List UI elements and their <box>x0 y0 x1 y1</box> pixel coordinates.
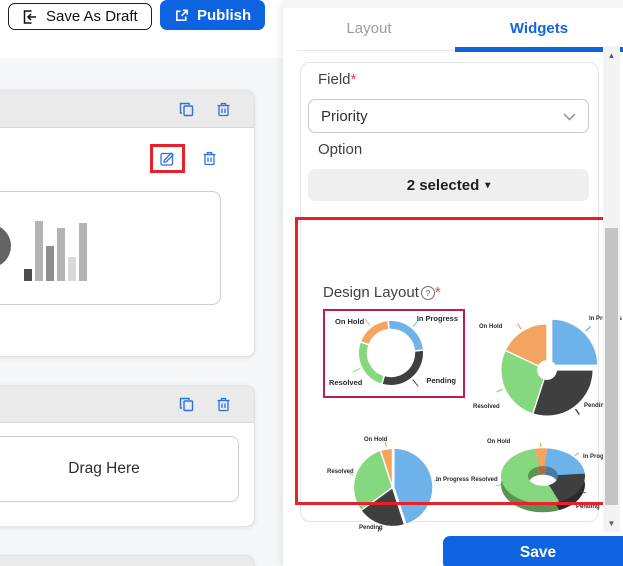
slice-label-in-progress: In Progress <box>583 454 617 460</box>
slice-label-pending: Pending <box>359 525 383 531</box>
drag-here-dropzone[interactable]: Drag Here <box>0 436 239 502</box>
panel-top-strip <box>283 0 623 8</box>
placeholder-bar-chart-icon <box>24 221 87 281</box>
annotation-box-edit <box>150 144 185 173</box>
save-draft-icon <box>22 9 38 25</box>
slice-label-on-hold: On Hold <box>479 324 503 330</box>
design-layout-label: Design Layout? * <box>323 284 441 301</box>
delete-icon[interactable] <box>215 396 232 413</box>
field-select[interactable]: Priority <box>308 99 589 133</box>
design-option-donut-chart[interactable]: On Hold In Progress Resolved Pending <box>468 309 623 433</box>
active-tab-indicator <box>455 47 623 52</box>
tab-layout[interactable]: Layout <box>346 20 392 37</box>
slice-label-resolved: Resolved <box>329 378 363 387</box>
drag-here-label: Drag Here <box>68 460 140 477</box>
chevron-down-icon <box>563 108 576 125</box>
caret-down-icon: ▾ <box>485 179 491 191</box>
slice-label-on-hold: On Hold <box>364 437 388 443</box>
slice-label-pending: Pending <box>584 403 608 409</box>
slice-label-pending: Pending <box>426 376 456 385</box>
widget-card-empty: Drag Here <box>0 385 255 527</box>
delete-icon[interactable] <box>201 150 218 167</box>
option-selected-count: 2 selected <box>406 176 480 194</box>
required-asterisk: * <box>434 284 441 301</box>
option-multiselect[interactable]: 2 selected ▾ <box>308 169 589 201</box>
slice-label-resolved: Resolved <box>327 469 354 475</box>
publish-button[interactable]: Publish <box>160 0 266 30</box>
save-button[interactable]: Save <box>443 536 623 566</box>
duplicate-icon[interactable] <box>178 101 195 118</box>
slice-label-resolved: Resolved <box>471 477 498 483</box>
top-toolbar: Save As Draft Publish <box>0 0 283 58</box>
publish-label: Publish <box>197 6 252 24</box>
dashboard-canvas: Save As Draft Publish <box>0 0 283 566</box>
widget-settings-form: Field* Priority Option 2 selected ▾ Desi… <box>300 62 622 532</box>
scroll-down-arrow-icon[interactable]: ▼ <box>607 518 616 528</box>
save-as-draft-button[interactable]: Save As Draft <box>8 3 152 30</box>
inner-widget-toolbar <box>0 144 254 173</box>
placeholder-pie-icon <box>0 224 11 268</box>
slice-label-on-hold: On Hold <box>487 439 511 445</box>
widget-card-partial <box>0 555 255 566</box>
chart-preview-placeholder[interactable] <box>0 191 221 305</box>
scrollbar-thumb[interactable] <box>605 228 618 505</box>
panel-scrollbar[interactable]: ▲ ▼ <box>603 46 620 532</box>
slice-label-in-progress: In Progress <box>436 477 470 483</box>
field-select-value: Priority <box>321 107 368 125</box>
external-link-icon <box>174 8 189 23</box>
widget-settings-panel: Layout Widgets Field* Priority Option 2 … <box>283 0 623 566</box>
tab-widgets[interactable]: Widgets <box>509 20 569 37</box>
required-asterisk: * <box>350 71 357 88</box>
field-label: Field* <box>318 71 357 88</box>
duplicate-icon[interactable] <box>178 396 195 413</box>
help-icon: ? <box>420 286 435 300</box>
slice-label-pending: Pending <box>576 504 600 510</box>
design-option-ring-chart-selected[interactable]: On Hold In Progress Resolved Pending <box>323 309 465 398</box>
design-option-pie-chart[interactable]: On Hold In Progress Resolved Pending <box>325 435 479 563</box>
slice-label-in-progress: In Progress <box>416 314 458 323</box>
option-label: Option <box>318 141 363 158</box>
save-as-draft-label: Save As Draft <box>46 8 138 25</box>
design-option-3d-donut-chart[interactable]: On Hold In Progress Resolved Pending <box>471 435 623 563</box>
slice-label-on-hold: On Hold <box>335 317 365 326</box>
widget-card-header <box>0 386 254 423</box>
edit-icon[interactable] <box>159 150 176 167</box>
delete-icon[interactable] <box>215 101 232 118</box>
slice-label-resolved: Resolved <box>473 404 500 410</box>
widget-card-chart <box>0 90 255 357</box>
widget-card-header <box>0 91 254 128</box>
scroll-up-arrow-icon[interactable]: ▲ <box>607 50 616 60</box>
